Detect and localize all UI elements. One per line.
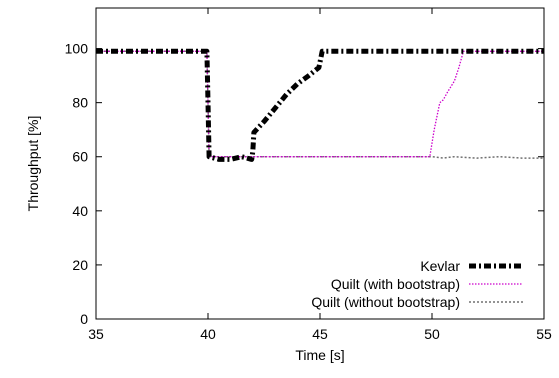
series-line <box>96 48 544 162</box>
legend-label: Quilt (with bootstrap) <box>331 276 460 292</box>
legend-label: Kevlar <box>420 258 460 274</box>
x-tick-label: 50 <box>424 326 440 342</box>
x-tick-label: 45 <box>312 326 328 342</box>
x-tick-label: 55 <box>536 326 552 342</box>
y-axis-label: Throughput [%] <box>25 116 41 212</box>
x-tick-label: 35 <box>88 326 104 342</box>
y-tick-label: 60 <box>72 149 88 165</box>
y-tick-label: 100 <box>65 41 89 57</box>
x-axis-label: Time [s] <box>295 347 344 363</box>
legend: Kevlar Quilt (with bootstrap) Quilt (witho… <box>311 258 523 310</box>
y-axis-ticks: 0 20 40 60 80 100 <box>65 41 544 327</box>
y-tick-label: 40 <box>72 203 88 219</box>
x-axis-ticks: 35 40 45 50 55 <box>88 8 552 342</box>
y-tick-label: 20 <box>72 257 88 273</box>
plot-lines <box>96 48 544 162</box>
y-tick-label: 0 <box>80 311 88 327</box>
x-tick-label: 40 <box>200 326 216 342</box>
y-tick-label: 80 <box>72 95 88 111</box>
series-line <box>96 50 544 159</box>
legend-label: Quilt (without bootstrap) <box>311 294 460 310</box>
